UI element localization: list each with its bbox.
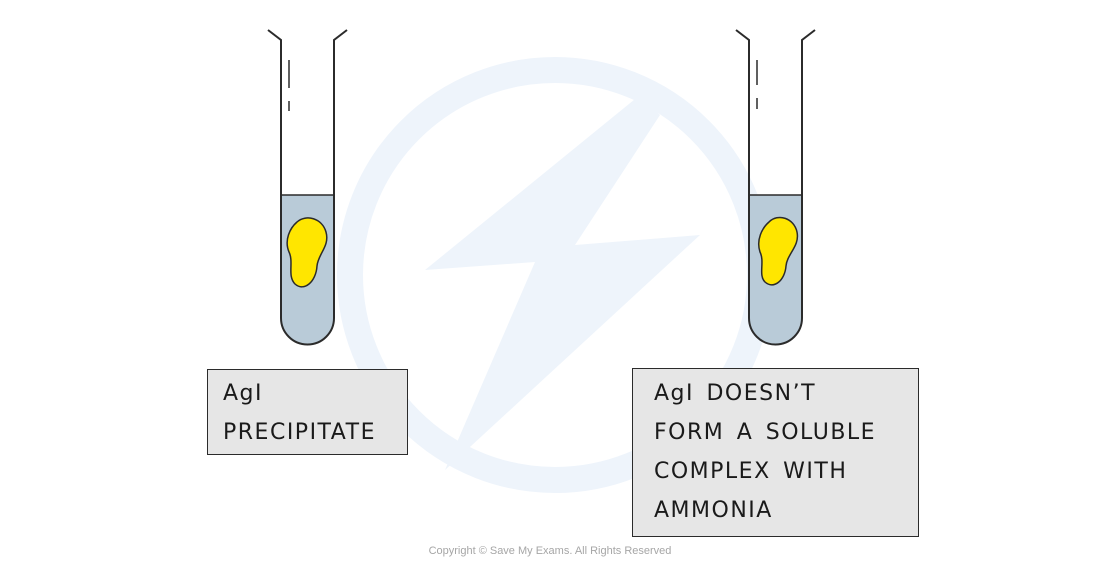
label-box-precipitate: AgI PRECIPITATE — [207, 369, 408, 455]
label-line: AgI DOESN’T — [654, 381, 817, 406]
agi-precipitate-right — [757, 216, 799, 286]
copyright-notice: Copyright © Save My Exams. All Rights Re… — [428, 545, 672, 557]
label-line: AgI — [223, 381, 264, 406]
test-tube-left — [267, 29, 348, 346]
test-tube-right — [735, 29, 816, 346]
agi-precipitate-left — [286, 217, 328, 288]
label-line: COMPLEX WITH — [654, 459, 848, 484]
tube-glass — [735, 29, 816, 346]
label-line: AMMONIA — [654, 498, 773, 523]
label-line: FORM A SOLUBLE — [654, 420, 877, 445]
label-line: PRECIPITATE — [223, 420, 376, 445]
label-box-no-complex: AgI DOESN’T FORM A SOLUBLE COMPLEX WITH … — [632, 368, 919, 537]
tube-glass — [267, 29, 348, 346]
